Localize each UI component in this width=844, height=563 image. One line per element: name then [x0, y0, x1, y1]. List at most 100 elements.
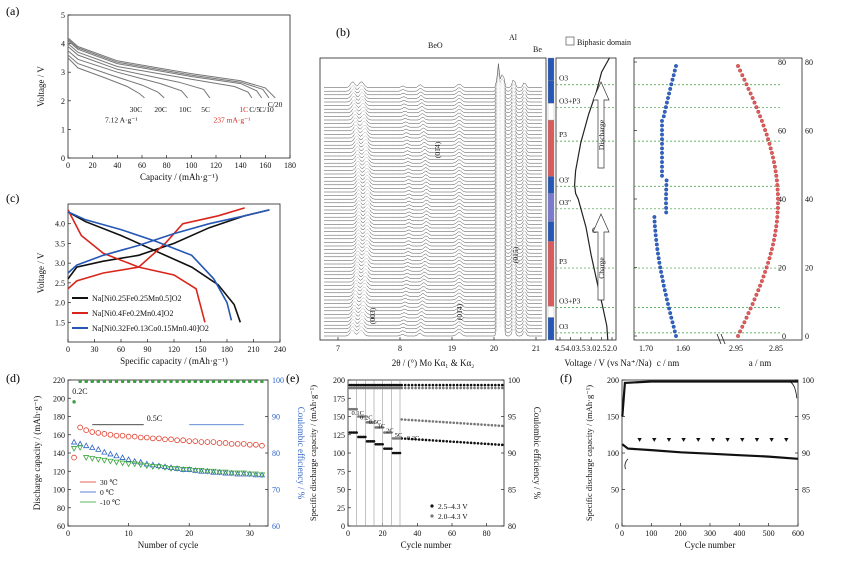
peak-label: (01̄4) — [433, 141, 442, 158]
panel-e-efficiency-point — [487, 383, 490, 387]
panel-d-point — [173, 466, 181, 472]
panel-d-point — [150, 435, 156, 442]
panel-e-point — [469, 422, 473, 426]
panel-e-point — [355, 431, 358, 434]
c-point — [663, 105, 668, 110]
panel-a-label: (a) — [6, 4, 19, 18]
panel-e-point — [421, 438, 424, 442]
panel-d-point — [161, 463, 169, 470]
panel-d-point — [137, 434, 144, 441]
panel-d-annot: 0.2C — [72, 387, 87, 396]
a-point — [775, 210, 780, 215]
panel-e-point — [428, 438, 431, 442]
panel-a-x-tick-label: 140 — [235, 161, 247, 170]
panel-a-y-tick-label: 3 — [61, 68, 65, 77]
panel-d-y2-tick-label: 90 — [272, 413, 280, 422]
panel-f-x-tick-label: 100 — [645, 529, 657, 538]
c-point — [660, 128, 664, 133]
panel-c-charge-curve — [67, 207, 245, 290]
lattice-y-tick-label: 20 — [805, 264, 813, 273]
a-point — [769, 247, 774, 252]
panel-e-efficiency-point — [480, 386, 483, 390]
panel-d-point — [113, 452, 120, 459]
panel-e-efficiency-point — [466, 386, 469, 390]
a-point — [754, 105, 759, 110]
panel-c-legend-label: Na[Ni0.4Fe0.2Mn0.4]O2 — [92, 309, 174, 318]
panel-c-x-tick-label: 120 — [168, 345, 180, 354]
panel-e-efficiency-point — [445, 383, 449, 387]
panel-e-efficiency-point — [428, 386, 431, 390]
panel-d-efficiency-point — [217, 379, 222, 384]
panel-c-y-tick-label: 3.5 — [55, 239, 65, 248]
panel-a-x-tick-label: 80 — [163, 161, 171, 170]
legend-label: Biphasic domain — [577, 38, 631, 47]
peak-label: (015) — [511, 246, 520, 263]
panel-a-series-C/20 — [67, 37, 276, 99]
panel-e-efficiency-point — [417, 383, 421, 387]
panel-d-point — [95, 456, 102, 463]
panel-c-discharge-curve — [67, 211, 233, 321]
rate-label: 2C — [386, 428, 394, 435]
c-point — [660, 169, 664, 174]
panel-e-efficiency-point — [421, 383, 424, 387]
a-point — [774, 219, 779, 224]
c-point — [664, 192, 669, 197]
a-point — [775, 183, 780, 187]
panel-b-xlabel: 2θ / (°) Mo Kα₁ & Kα₂ — [392, 358, 475, 368]
c-point — [660, 164, 664, 169]
panel-e-y-tick-label: 25 — [337, 504, 345, 513]
panel-e-legend-marker — [430, 514, 434, 518]
panel-e-efficiency-point — [442, 386, 445, 390]
voltage-tick-label: 3.5 — [576, 344, 586, 353]
panel-c-y-tick-label: 2.5 — [55, 279, 65, 288]
a-tick-label: 2.95 — [729, 344, 743, 353]
panel-d-point — [155, 464, 163, 471]
panel-e-point — [403, 437, 407, 440]
panel-d-efficiency-point — [145, 379, 149, 384]
c-point — [660, 173, 664, 178]
panel-a-x-tick-label: 180 — [284, 161, 296, 170]
voltage-tick-label: 2.0 — [607, 344, 617, 353]
rate-label: 5C — [395, 432, 403, 439]
panel-d-point — [125, 461, 132, 468]
panel-e-point — [476, 441, 480, 445]
c-point — [664, 196, 668, 201]
c-point — [661, 283, 666, 288]
panel-d-point — [89, 429, 96, 435]
panel-a-y-tick-label: 2 — [61, 97, 65, 106]
c-point — [674, 334, 678, 338]
panel-d-y-tick-label: 180 — [53, 413, 65, 422]
panel-d-ylabel: Discharge capacity / (mAh·g⁻¹) — [32, 396, 42, 511]
a-point — [776, 196, 780, 201]
panel-b-chart: 7 8 19 20 21 2θ / (°) Mo Kα₁ & Kα₂ BeO Al Be (003… — [319, 33, 813, 368]
panel-c-frame — [67, 203, 281, 343]
panel-d-point — [83, 427, 89, 433]
panel-d-point — [192, 467, 199, 474]
panel-e-point — [390, 431, 393, 434]
panel-f-ylabel: Specific discharge capacity / (mAh·g⁻¹) — [584, 385, 594, 521]
panel-c-x-tick-label: 150 — [195, 345, 207, 354]
a-point — [763, 269, 768, 274]
peak-label: Al — [509, 33, 518, 42]
panel-a-x-tick-label: 160 — [259, 161, 271, 170]
panel-e-y2label: Coulombic efficiency / % — [532, 407, 542, 500]
panel-e-efficiency-point — [428, 383, 431, 387]
peak-label: BeO — [428, 41, 443, 50]
c-point — [664, 100, 669, 105]
panel-e-efficiency-point — [403, 383, 407, 387]
panel-a-annot: 10C — [179, 105, 192, 114]
charge-arrow — [592, 213, 610, 301]
panel-e-y-tick-label: 200 — [333, 376, 345, 385]
panel-f-efficiency-line — [621, 380, 798, 417]
panel-d-point — [131, 457, 138, 464]
panel-e-xlabel: Cycle number — [401, 540, 452, 550]
c-point — [668, 86, 673, 91]
phase-label: O3 — [559, 74, 568, 83]
a-point — [764, 132, 769, 137]
a-point — [738, 68, 743, 73]
panel-d-point — [113, 459, 120, 466]
lattice-y-tick-label: 0 — [805, 332, 809, 341]
panel-c-discharge-curve — [67, 209, 206, 323]
panel-c-y-tick-label: 2.0 — [55, 299, 65, 308]
panel-f-x-tick-label: 0 — [620, 529, 624, 538]
